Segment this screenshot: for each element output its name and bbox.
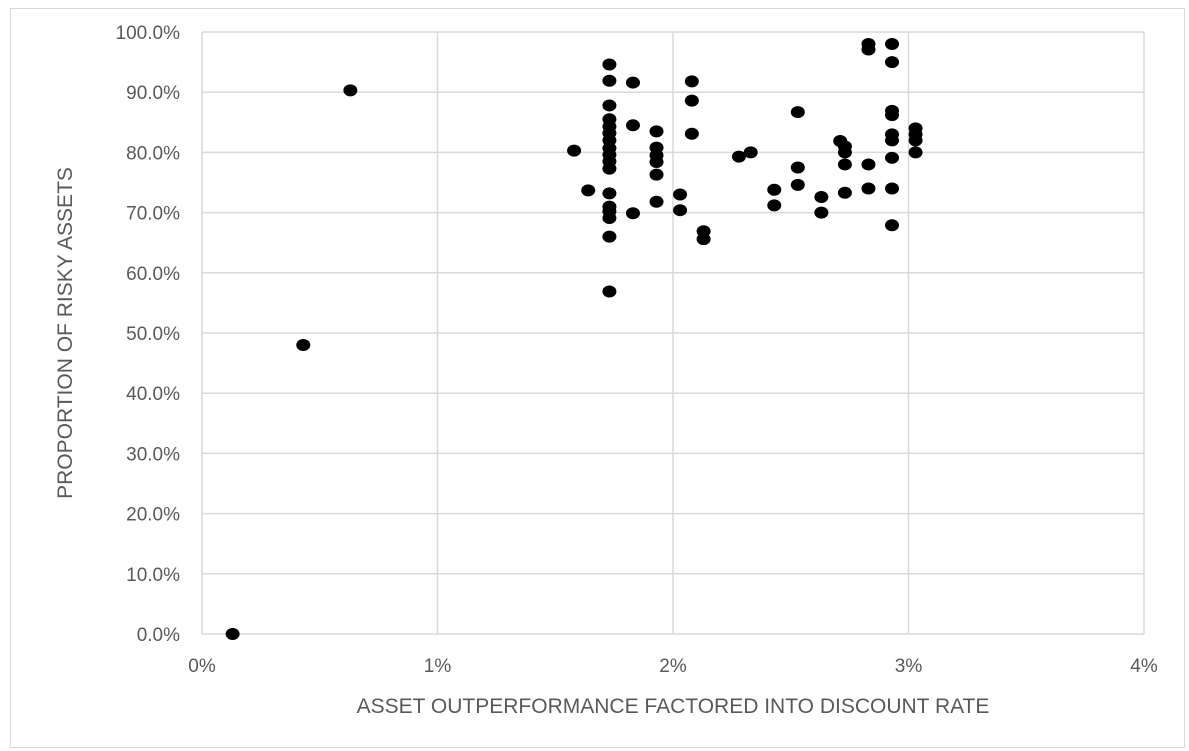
data-point [625, 76, 640, 89]
data-point [673, 204, 688, 217]
data-point [684, 94, 699, 107]
data-point [602, 162, 617, 175]
y-axis-title: PROPORTION OF RISKY ASSETS [54, 167, 77, 499]
data-point [581, 184, 596, 197]
data-point [602, 99, 617, 112]
data-point [731, 150, 746, 163]
data-point [684, 75, 699, 88]
y-tick-label: 60.0% [126, 264, 180, 285]
data-point [649, 168, 664, 181]
y-tick-label: 10.0% [126, 565, 180, 586]
data-point [625, 119, 640, 132]
data-point [625, 207, 640, 220]
x-tick-label: 0% [188, 656, 216, 677]
tick-labels: 0.0% 10.0% 20.0% 30.0% 40.0% 50.0% 60.0% 70.0% 8… [116, 23, 1158, 677]
y-tick-label: 0.0% [137, 625, 180, 646]
data-point [861, 158, 876, 171]
data-point [814, 190, 829, 203]
data-point [790, 106, 805, 119]
gridlines [201, 31, 1145, 635]
data-point [225, 628, 240, 640]
x-tick-label: 4% [1130, 656, 1158, 677]
data-point [885, 38, 900, 51]
data-point [885, 182, 900, 195]
data-point [790, 161, 805, 174]
data-point [837, 186, 852, 199]
data-point [885, 151, 900, 164]
y-tick-label: 90.0% [126, 83, 180, 104]
data-point [767, 199, 782, 212]
data-point [567, 144, 582, 157]
y-tick-label: 80.0% [126, 143, 180, 164]
data-point [885, 109, 900, 122]
chart-border [10, 8, 1185, 748]
data-point [673, 188, 688, 201]
y-tick-label: 70.0% [126, 204, 180, 225]
data-point [696, 233, 711, 246]
data-point [790, 178, 805, 191]
data-point [602, 58, 617, 71]
x-axis-title: ASSET OUTPERFORMANCE FACTORED INTO DISCO… [357, 695, 990, 718]
x-tick-label: 1% [424, 656, 452, 677]
data-point [602, 230, 617, 243]
data-point [684, 127, 699, 140]
data-point [296, 339, 311, 352]
data-point [885, 219, 900, 232]
data-point [814, 206, 829, 219]
y-tick-label: 100.0% [116, 23, 181, 44]
data-points [225, 38, 923, 640]
data-point [649, 156, 664, 169]
data-point [861, 43, 876, 56]
data-point [602, 187, 617, 200]
data-point [837, 146, 852, 159]
data-point [649, 125, 664, 138]
y-tick-label: 40.0% [126, 384, 180, 405]
data-point [885, 56, 900, 69]
data-point [743, 146, 758, 159]
data-point [837, 158, 852, 171]
data-point [885, 134, 900, 147]
data-point [602, 212, 617, 225]
data-point [908, 146, 923, 159]
data-point [861, 182, 876, 195]
y-tick-label: 50.0% [126, 324, 180, 345]
data-point [602, 285, 617, 298]
data-point [602, 74, 617, 87]
data-point [343, 84, 358, 97]
data-point [767, 183, 782, 196]
x-tick-label: 3% [895, 656, 923, 677]
data-point [649, 195, 664, 208]
y-tick-label: 30.0% [126, 444, 180, 465]
x-tick-label: 2% [659, 656, 687, 677]
data-point [908, 134, 923, 147]
y-tick-label: 20.0% [126, 505, 180, 526]
